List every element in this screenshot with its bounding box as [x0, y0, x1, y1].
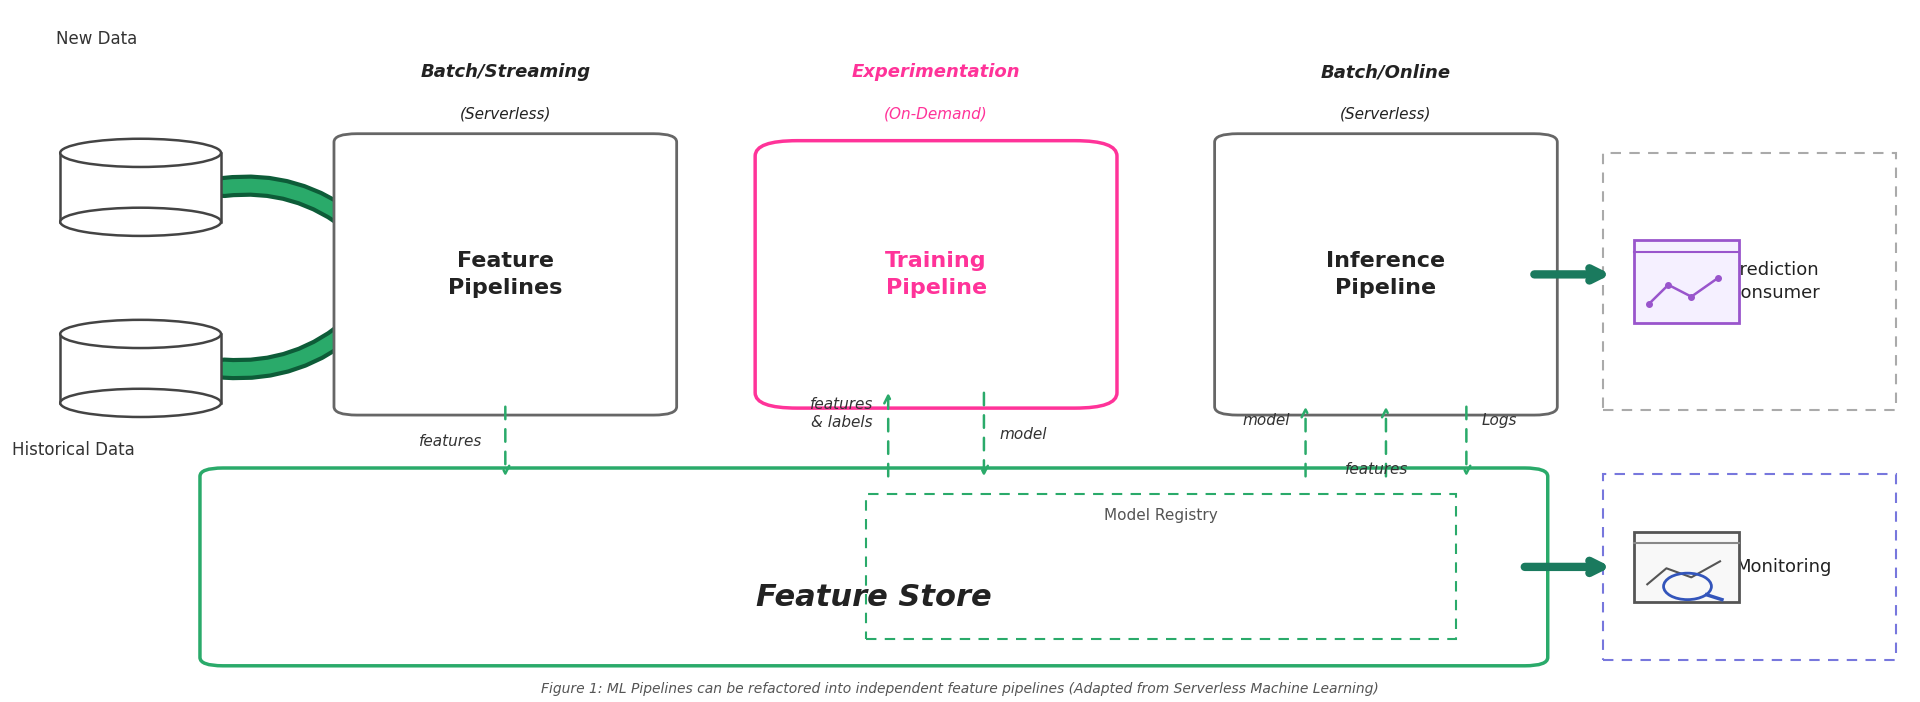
FancyBboxPatch shape	[755, 140, 1117, 408]
Text: Batch/Online: Batch/Online	[1321, 63, 1452, 81]
FancyBboxPatch shape	[1634, 239, 1740, 323]
FancyBboxPatch shape	[1634, 532, 1740, 602]
Text: Training
Pipeline: Training Pipeline	[885, 251, 987, 298]
Ellipse shape	[60, 139, 221, 167]
FancyBboxPatch shape	[1603, 153, 1897, 409]
Text: features: features	[1344, 463, 1407, 477]
Text: (Serverless): (Serverless)	[1340, 107, 1432, 121]
Text: model: model	[998, 427, 1046, 442]
Text: Feature Store: Feature Store	[756, 583, 991, 612]
Text: Batch/Streaming: Batch/Streaming	[420, 63, 589, 81]
FancyBboxPatch shape	[1215, 133, 1557, 415]
Text: features: features	[419, 434, 482, 449]
Text: Logs: Logs	[1482, 413, 1517, 428]
Text: Experimentation: Experimentation	[852, 63, 1020, 81]
Text: Inference
Pipeline: Inference Pipeline	[1327, 251, 1446, 298]
Text: Feature
Pipelines: Feature Pipelines	[447, 251, 563, 298]
Text: Model Registry: Model Registry	[1104, 508, 1217, 523]
Text: Figure 1: ML Pipelines can be refactored into independent feature pipelines (Ada: Figure 1: ML Pipelines can be refactored…	[541, 682, 1379, 696]
Text: New Data: New Data	[56, 30, 138, 48]
Text: model: model	[1242, 413, 1290, 428]
FancyBboxPatch shape	[200, 468, 1548, 665]
Ellipse shape	[60, 320, 221, 348]
FancyBboxPatch shape	[60, 153, 221, 222]
FancyBboxPatch shape	[60, 334, 221, 403]
Text: Monitoring: Monitoring	[1736, 558, 1832, 576]
FancyBboxPatch shape	[1603, 474, 1897, 660]
Text: features
& labels: features & labels	[810, 397, 874, 430]
FancyBboxPatch shape	[334, 133, 676, 415]
Text: Historical Data: Historical Data	[12, 441, 134, 459]
Text: Prediction
Consumer: Prediction Consumer	[1728, 260, 1820, 302]
Text: (On-Demand): (On-Demand)	[885, 107, 989, 121]
Ellipse shape	[60, 389, 221, 417]
Ellipse shape	[60, 208, 221, 236]
Text: (Serverless): (Serverless)	[459, 107, 551, 121]
